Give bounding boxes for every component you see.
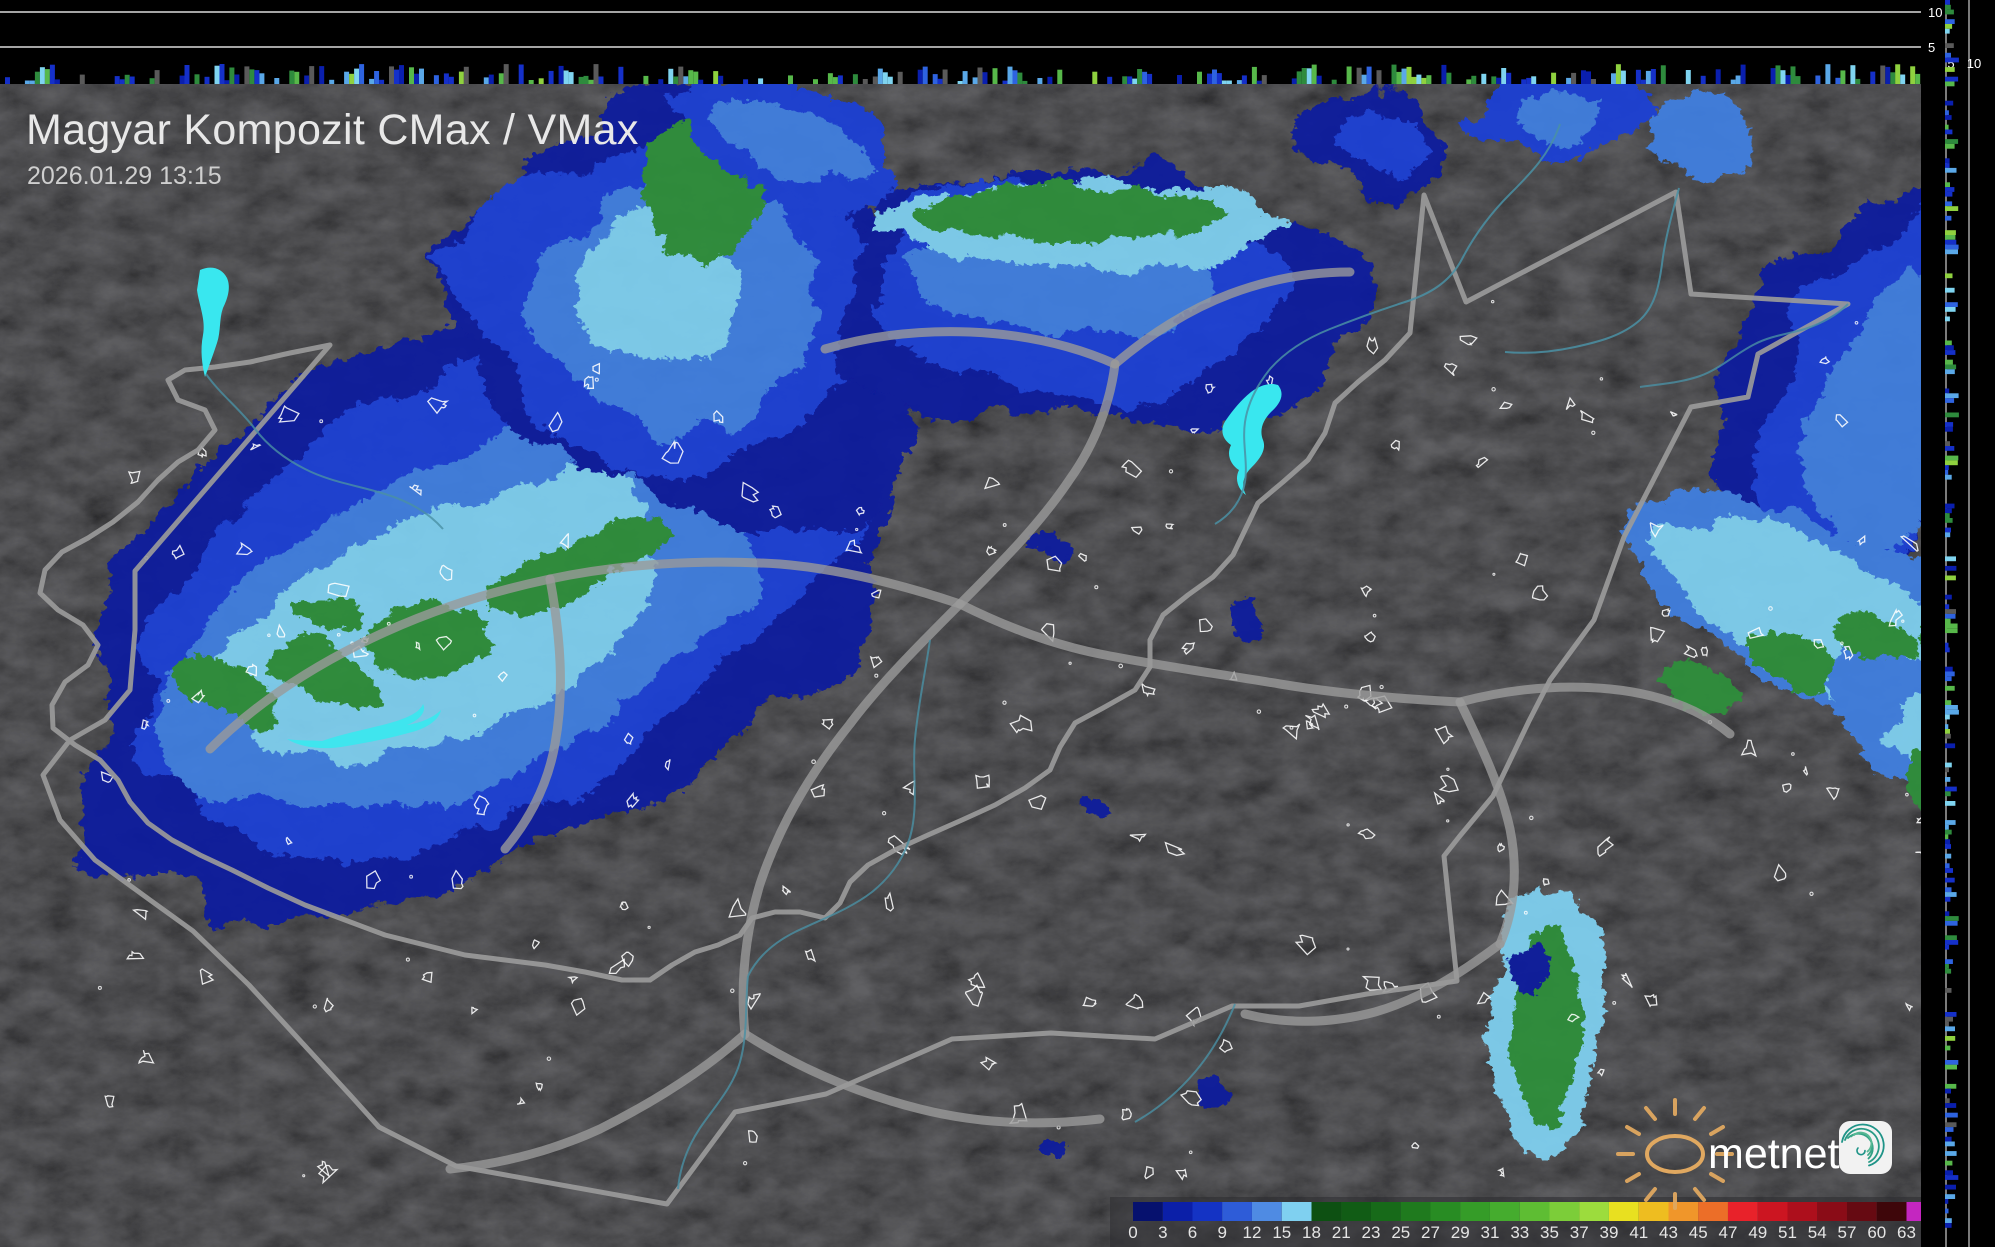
svg-text:metnet: metnet bbox=[1708, 1130, 1840, 1178]
